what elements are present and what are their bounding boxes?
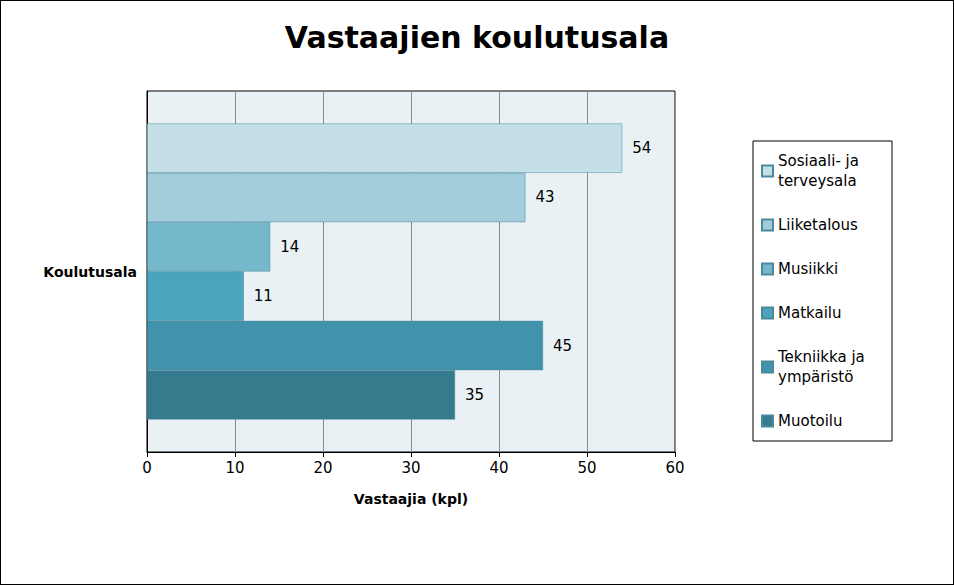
svg-text:60: 60 <box>665 459 684 477</box>
svg-text:Musiikki: Musiikki <box>778 260 838 278</box>
svg-text:Koulutusala: Koulutusala <box>43 264 137 280</box>
svg-text:ympäristö: ympäristö <box>778 368 853 386</box>
svg-text:Sosiaali- ja: Sosiaali- ja <box>778 152 864 170</box>
svg-text:11: 11 <box>254 287 273 305</box>
svg-text:Vastaajia (kpl): Vastaajia (kpl) <box>354 491 468 507</box>
svg-text:45: 45 <box>553 337 572 355</box>
svg-text:Tekniikka ja: Tekniikka ja <box>777 348 870 366</box>
svg-text:54: 54 <box>632 139 651 157</box>
svg-text:14: 14 <box>280 238 299 256</box>
svg-text:0: 0 <box>142 459 152 477</box>
svg-text:Vastaajien koulutusala: Vastaajien koulutusala <box>285 20 669 55</box>
svg-text:Matkailu: Matkailu <box>778 304 841 322</box>
svg-text:20: 20 <box>313 459 332 477</box>
svg-text:43: 43 <box>535 188 554 206</box>
svg-text:10: 10 <box>225 459 244 477</box>
svg-text:Liiketalous: Liiketalous <box>778 216 858 234</box>
svg-text:40: 40 <box>489 459 508 477</box>
svg-text:50: 50 <box>577 459 596 477</box>
svg-text:30: 30 <box>401 459 420 477</box>
svg-text:35: 35 <box>465 386 484 404</box>
svg-text:terveysala: terveysala <box>778 172 857 190</box>
svg-text:Muotoilu: Muotoilu <box>778 412 843 430</box>
